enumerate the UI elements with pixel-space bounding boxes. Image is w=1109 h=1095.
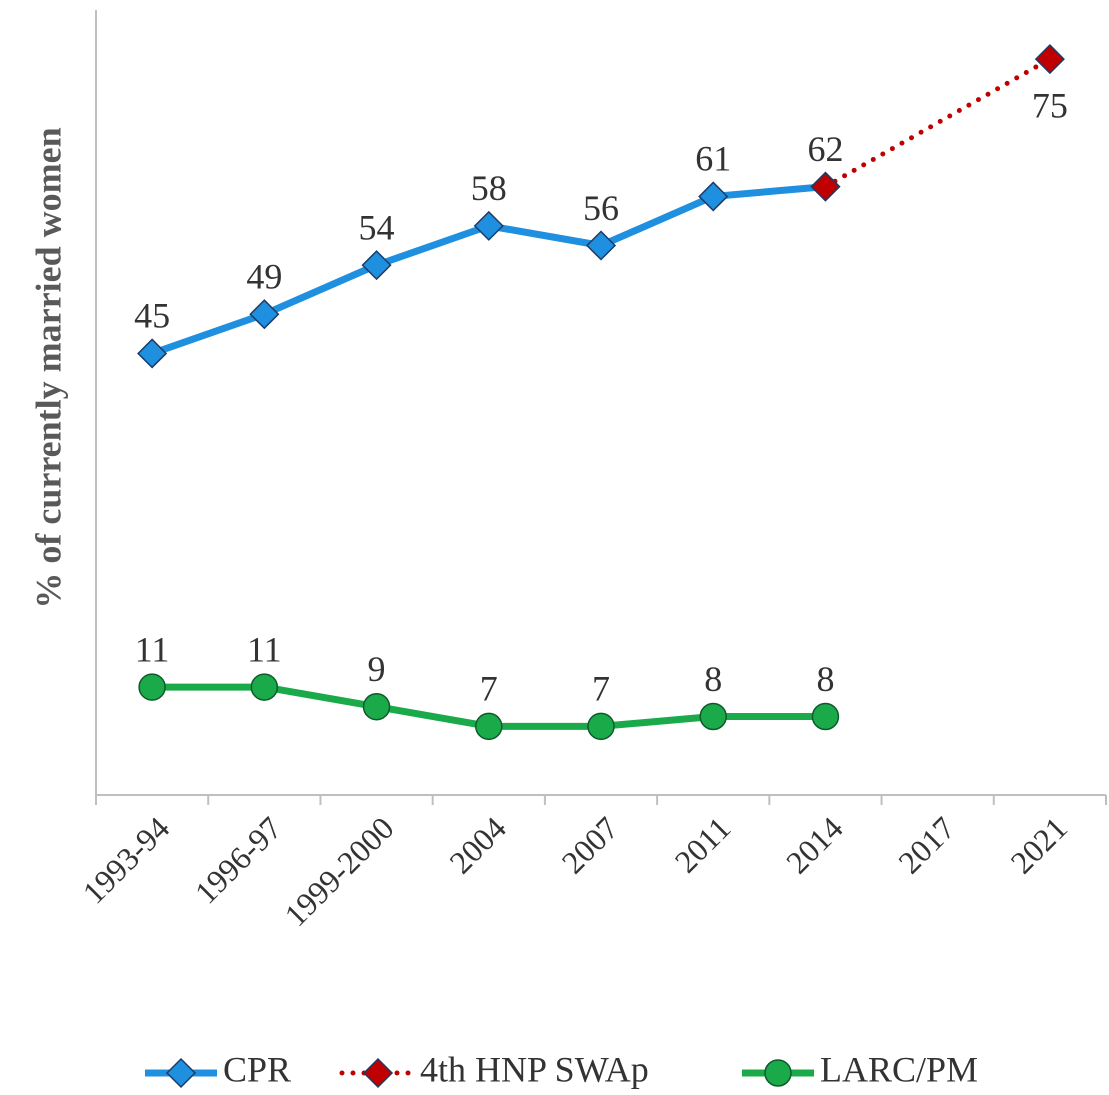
- data-label: 8: [704, 659, 722, 699]
- data-label: 75: [1032, 85, 1068, 125]
- data-label: 56: [583, 188, 619, 228]
- series-line: [822, 56, 1053, 190]
- marker: [585, 230, 617, 261]
- data-label: 11: [247, 629, 282, 669]
- data-label: 58: [471, 168, 507, 208]
- data-label: 9: [368, 649, 386, 689]
- legend-marker: [165, 1057, 197, 1089]
- legend-label: 4th HNP SWAp: [420, 1049, 649, 1089]
- x-tick-label: 2014: [779, 810, 850, 881]
- marker: [138, 673, 166, 701]
- x-tick-label: 1999-2000: [277, 810, 401, 934]
- data-label: 11: [135, 629, 170, 669]
- marker: [699, 702, 727, 731]
- x-tick-label: 1993-94: [75, 810, 176, 911]
- data-label: 8: [816, 659, 834, 699]
- marker: [250, 673, 279, 701]
- marker: [362, 692, 391, 721]
- marker: [249, 299, 280, 330]
- data-label: 45: [134, 296, 170, 336]
- legend-marker: [362, 1057, 394, 1089]
- marker: [698, 181, 729, 212]
- data-label: 61: [695, 139, 731, 179]
- marker: [811, 702, 840, 731]
- data-label: 54: [359, 207, 395, 247]
- marker: [475, 712, 503, 741]
- marker: [587, 712, 615, 741]
- x-tick-label: 2011: [667, 810, 737, 880]
- legend-marker: [764, 1059, 792, 1087]
- data-label: 62: [807, 129, 843, 169]
- x-tick-label: 2007: [554, 810, 625, 881]
- x-tick-label: 2004: [442, 810, 513, 881]
- x-tick-label: 1996-97: [188, 810, 289, 911]
- marker: [1034, 44, 1065, 75]
- y-axis-label: % of currently married women: [28, 127, 68, 608]
- legend-label: LARC/PM: [820, 1049, 978, 1089]
- marker: [137, 338, 168, 369]
- data-label: 49: [246, 256, 282, 296]
- marker: [361, 250, 392, 281]
- data-label: 7: [592, 669, 610, 709]
- x-tick-label: 2021: [1003, 810, 1074, 881]
- data-label: 7: [480, 669, 498, 709]
- legend-label: CPR: [223, 1049, 291, 1089]
- marker: [810, 171, 841, 202]
- marker: [473, 210, 504, 241]
- x-tick-label: 2017: [891, 810, 962, 881]
